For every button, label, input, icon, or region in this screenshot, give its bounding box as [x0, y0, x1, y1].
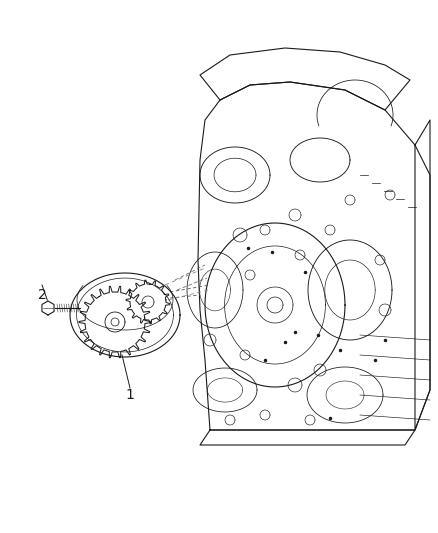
- Polygon shape: [42, 301, 54, 315]
- Text: 2: 2: [38, 288, 46, 302]
- Text: 1: 1: [126, 388, 134, 402]
